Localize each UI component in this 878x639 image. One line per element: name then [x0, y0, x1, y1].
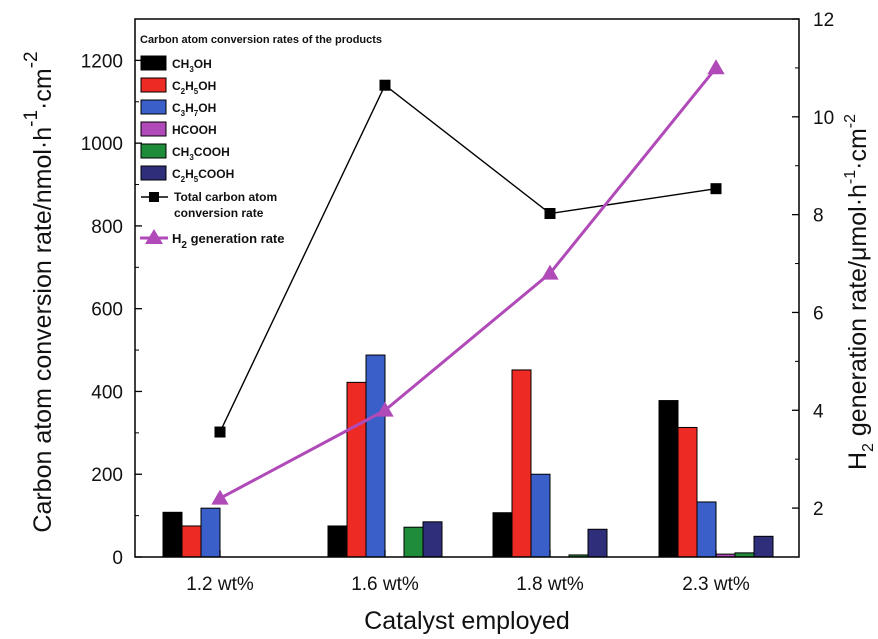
legend-swatch: [140, 143, 167, 159]
marker-h2-1: [376, 401, 394, 417]
x-tick-label: 1.8 wt%: [516, 574, 584, 595]
legend-label-total: Total carbon atom: [174, 190, 277, 204]
left-tick-label: 800: [91, 217, 123, 238]
left-tick-label: 0: [112, 548, 123, 569]
legend-label: C2H5OH: [172, 79, 216, 96]
bar-c2h5oh-1: [346, 381, 367, 558]
bar-c2h5oh-2: [511, 369, 532, 558]
x-tick-label: 2.3 wt%: [682, 574, 750, 595]
legend-swatch: [140, 99, 167, 115]
bar-ch3oh-3: [658, 400, 679, 558]
left-tick-label: 1000: [81, 134, 123, 155]
left-tick-label: 1200: [81, 51, 123, 72]
marker-h2-0: [211, 489, 229, 505]
bar-c2h5cooh-1: [422, 521, 443, 558]
axis-titles: Catalyst employed Carbon atom conversion …: [21, 51, 877, 635]
bar-c2h5cooh-3: [753, 535, 774, 558]
bar-c3h7oh-0: [200, 507, 221, 558]
legend: Carbon atom conversion rates of the prod…: [140, 34, 382, 251]
left-y-axis-title: Carbon atom conversion rate/nmol·h-1·cm-…: [21, 51, 57, 532]
bar-ch3oh-2: [492, 512, 513, 558]
legend-swatch: [140, 121, 167, 137]
legend-label: CH3COOH: [172, 145, 230, 162]
bar-ch3oh-1: [327, 525, 348, 558]
right-tick-label: 10: [813, 108, 834, 129]
axes: 0 200 400 600 800 1000 1200 2 4 6 8 10 12 1.2 wt% 1.6 …: [81, 10, 834, 595]
bar-ch3oh-0: [162, 511, 183, 558]
right-y-axis-title: H2 generation rate/μmol·h-1·cm-2: [842, 114, 877, 470]
x-tick-label: 1.6 wt%: [351, 574, 419, 595]
marker-total-carbon-2: [544, 208, 556, 220]
bar-c3h7oh-3: [696, 501, 717, 558]
x-axis-title: Catalyst employed: [364, 607, 570, 635]
plot-frame: [134, 18, 800, 558]
legend-label: C3H7OH: [172, 101, 216, 118]
legend-label-total-2: conversion rate: [174, 206, 264, 220]
left-tick-label: 400: [91, 382, 123, 403]
line-group: [211, 59, 725, 505]
legend-title: Carbon atom conversion rates of the prod…: [140, 34, 382, 46]
legend-marker-h2: [145, 229, 163, 244]
legend-label-h2: H2 generation rate: [172, 231, 284, 251]
right-tick-label: 12: [813, 10, 834, 31]
bar-c2h5oh-0: [181, 525, 202, 558]
legend-swatch: [140, 55, 167, 71]
bar-c3h7oh-1: [365, 354, 386, 558]
legend-label: HCOOH: [172, 123, 217, 137]
marker-total-carbon-1: [379, 79, 391, 91]
marker-h2-3: [707, 59, 725, 75]
right-tick-label: 4: [813, 401, 824, 422]
right-tick-label: 2: [813, 499, 824, 520]
bar-c3h7oh-2: [530, 473, 551, 558]
legend-swatch: [140, 77, 167, 93]
bar-c2h5oh-3: [677, 426, 698, 558]
legend-label: CH3OH: [172, 57, 212, 74]
line-total-carbon: [219, 84, 717, 433]
legend-label: C2H5COOH: [172, 167, 234, 184]
legend-marker-total: [149, 192, 159, 202]
left-tick-label: 200: [91, 465, 123, 486]
right-tick-label: 8: [813, 206, 824, 227]
x-tick-label: 1.2 wt%: [186, 574, 254, 595]
marker-total-carbon-3: [710, 183, 722, 195]
legend-swatch: [140, 165, 167, 181]
marker-total-carbon-0: [214, 426, 226, 438]
bar-ch3cooh-1: [403, 526, 424, 558]
bar-group: [162, 354, 774, 558]
right-tick-label: 6: [813, 303, 824, 324]
marker-h2-2: [541, 264, 559, 280]
line-h2-generation: [219, 66, 718, 500]
left-tick-label: 600: [91, 300, 123, 321]
bar-c2h5cooh-2: [587, 528, 608, 558]
